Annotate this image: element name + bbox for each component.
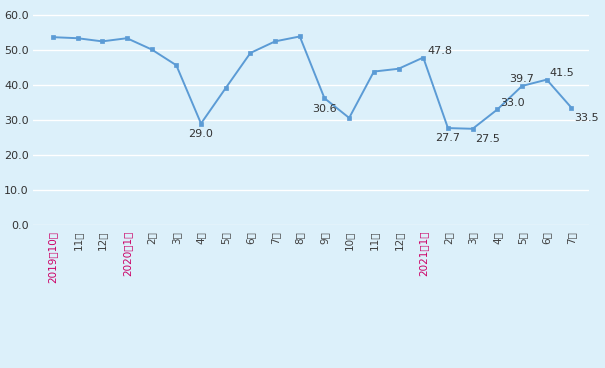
Text: 33.5: 33.5 [574,113,598,123]
Text: 4月: 4月 [492,231,502,244]
Text: 41.5: 41.5 [549,68,574,78]
Text: 33.0: 33.0 [500,98,525,108]
Text: 7月: 7月 [270,231,280,244]
Text: 29.0: 29.0 [189,129,214,139]
Text: 27.7: 27.7 [436,133,460,144]
Text: 27.5: 27.5 [475,134,500,144]
Text: 12月: 12月 [97,231,107,250]
Text: 2020年1月: 2020年1月 [122,231,132,276]
Text: 8月: 8月 [295,231,305,244]
Text: 5月: 5月 [517,231,527,244]
Text: 2月: 2月 [146,231,157,244]
Text: 30.6: 30.6 [312,103,337,113]
Text: 12月: 12月 [394,231,404,250]
Text: 4月: 4月 [196,231,206,244]
Text: 3月: 3月 [171,231,181,244]
Text: 9月: 9月 [319,231,330,244]
Text: 6月: 6月 [541,231,552,244]
Text: 11月: 11月 [73,231,82,250]
Text: 10月: 10月 [344,231,354,250]
Text: 2月: 2月 [443,231,453,244]
Text: 5月: 5月 [221,231,231,244]
Text: 6月: 6月 [246,231,255,244]
Text: 39.7: 39.7 [509,74,534,84]
Text: 2021年1月: 2021年1月 [418,231,428,276]
Text: 2019年10月: 2019年10月 [48,231,58,283]
Text: 3月: 3月 [468,231,477,244]
Text: 47.8: 47.8 [427,46,452,56]
Text: 7月: 7月 [566,231,577,244]
Text: 11月: 11月 [369,231,379,250]
